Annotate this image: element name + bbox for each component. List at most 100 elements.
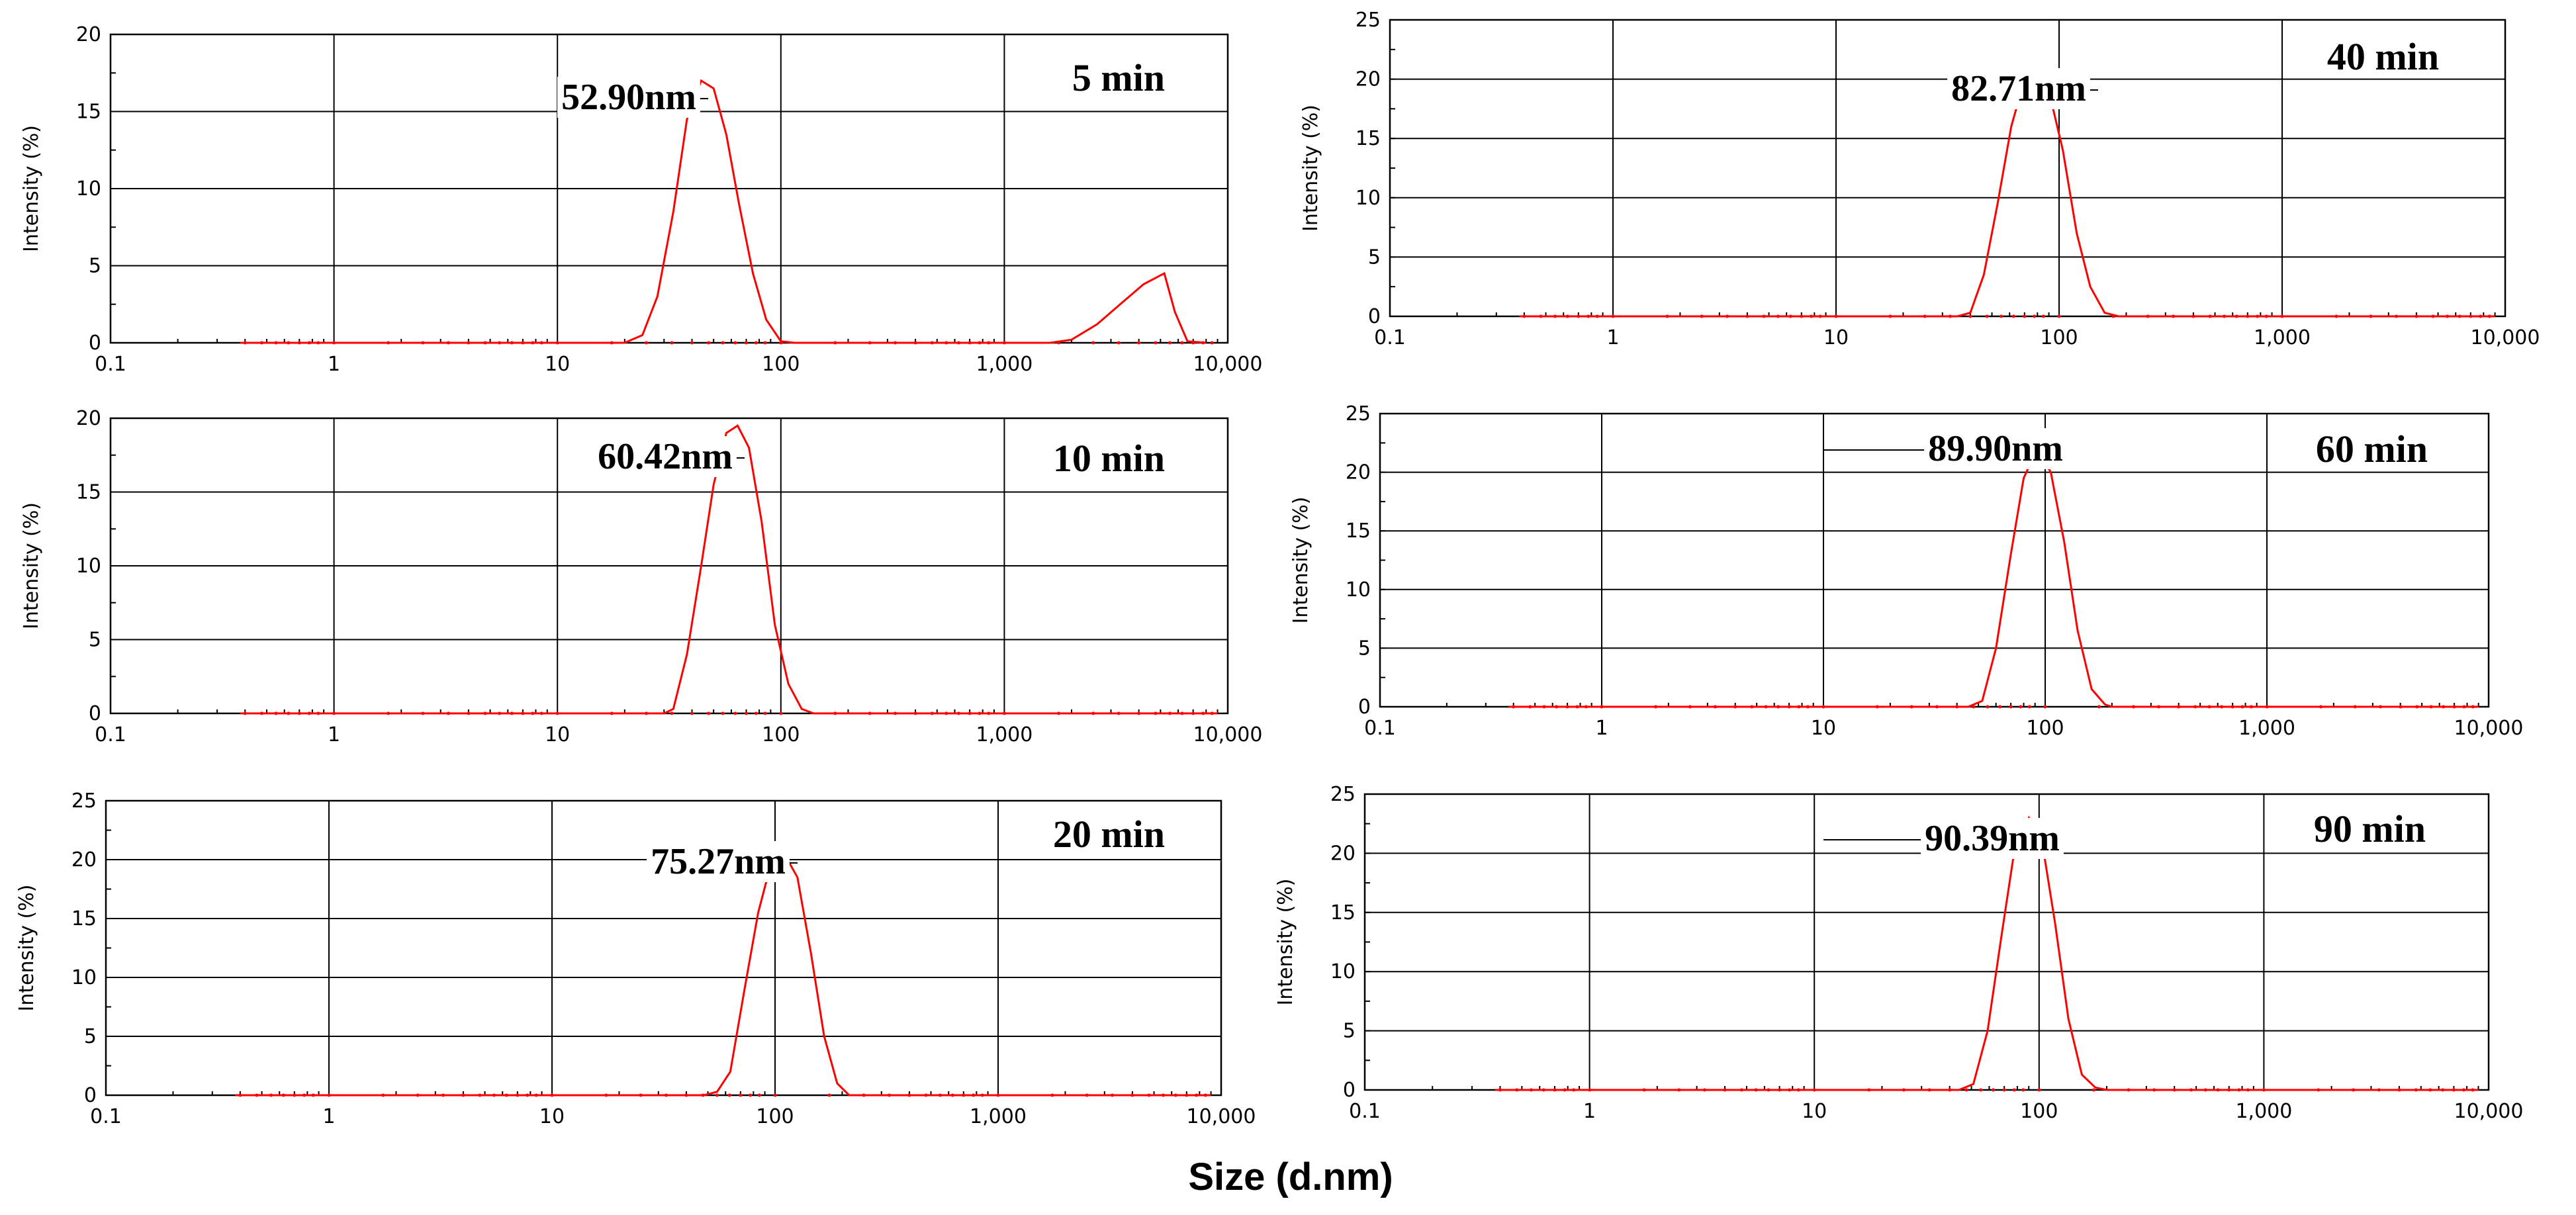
data-point [2446, 314, 2450, 318]
y-axis-label: Intensity (%) [1299, 105, 1322, 232]
data-point [2220, 705, 2224, 709]
data-point [1210, 341, 1214, 345]
data-point [1600, 705, 1604, 709]
data-point [2131, 705, 2135, 709]
data-point [1154, 711, 1158, 715]
data-point [1091, 341, 1095, 345]
data-point [1787, 705, 1791, 709]
data-point [2234, 314, 2238, 318]
data-point [483, 341, 487, 345]
panel-20min: 0.1 1 10 100 1,000 10,000 0 5 10 15 20 25 Intensity … [15, 789, 1256, 1128]
time-label: 60 min [2316, 428, 2428, 471]
data-point [2317, 1088, 2321, 1092]
data-point [1788, 314, 1792, 318]
y-tick-label: 0 [84, 1084, 97, 1107]
data-point [1750, 705, 1754, 709]
data-point [2189, 1088, 2193, 1092]
data-point [944, 341, 948, 345]
x-tick-label: 1,000 [970, 1105, 1027, 1128]
x-tick-label: 10,000 [1193, 353, 1263, 376]
x-tick-label: 1,000 [2254, 326, 2311, 349]
data-point [715, 1093, 719, 1097]
data-point [446, 711, 450, 715]
data-point [1168, 341, 1172, 345]
label-background [1066, 56, 1170, 99]
data-point [972, 1093, 976, 1097]
data-point [639, 1093, 643, 1097]
data-point [1191, 711, 1195, 715]
y-tick-label: 15 [76, 481, 101, 504]
data-point [721, 341, 725, 345]
data-point [1111, 1093, 1115, 1097]
data-point [2177, 705, 2181, 709]
data-point [2172, 1088, 2176, 1092]
data-point [1800, 314, 1804, 318]
label-background [1924, 428, 2067, 469]
intensity-curve [240, 424, 1218, 715]
data-point [2191, 314, 2195, 318]
data-point [1821, 705, 1825, 709]
label-background [1047, 437, 1170, 480]
x-tick-label: 10 [1823, 326, 1849, 349]
data-point [1723, 1088, 1727, 1092]
data-point [259, 711, 263, 715]
data-point [243, 341, 247, 345]
data-point [2458, 314, 2461, 318]
data-point [1130, 1093, 1134, 1097]
y-tick-label: 20 [71, 848, 97, 872]
data-point [461, 1093, 465, 1097]
data-point [1733, 705, 1737, 709]
data-point [1968, 314, 1972, 318]
data-point [1572, 1088, 1576, 1092]
data-point [2397, 1088, 2401, 1092]
x-tick-label: 10,000 [2471, 326, 2540, 349]
data-point [690, 711, 694, 715]
panel-10min: 0.1 1 10 100 1,000 10,000 0 5 10 15 20 Intensity (%… [20, 407, 1262, 746]
y-tick-label: 25 [1356, 9, 1381, 32]
x-tick-label: 0.1 [90, 1105, 122, 1128]
data-point [2264, 314, 2268, 318]
x-tick-label: 10 [545, 353, 570, 376]
data-point [1778, 1088, 1782, 1092]
data-point [868, 711, 872, 715]
y-tick-label: 15 [71, 907, 97, 930]
intensity-curve [1508, 446, 2479, 708]
data-point [1986, 705, 1990, 709]
y-tick-label: 20 [1330, 842, 1356, 865]
data-point [1762, 314, 1766, 318]
data-point [421, 711, 425, 715]
data-point [539, 341, 543, 345]
x-axis-title: Size (d.nm) [1188, 1155, 1393, 1198]
intensity-curve [240, 79, 1207, 344]
x-tick-label: 1 [1606, 326, 1619, 349]
x-tick-label: 0.1 [1364, 717, 1396, 740]
data-point [332, 711, 336, 715]
data-point [302, 1093, 306, 1097]
data-point [2369, 314, 2373, 318]
data-point [733, 341, 737, 345]
data-point [987, 341, 991, 345]
data-point [2415, 705, 2419, 709]
x-tick-label: 10,000 [1187, 1105, 1256, 1128]
panel-5min: 0.1 1 10 100 1,000 10,000 0 5 10 15 20 Intensity (%… [20, 23, 1262, 376]
data-point [1539, 314, 1543, 318]
data-point [1677, 1088, 1681, 1092]
data-point [1797, 705, 1801, 709]
data-point [2479, 314, 2483, 318]
data-point [1162, 1093, 1166, 1097]
x-tick-label: 1,000 [976, 723, 1033, 746]
data-point [1553, 1088, 1557, 1092]
time-label: 20 min [1053, 813, 1165, 856]
time-label: 40 min [2327, 35, 2439, 78]
data-point [446, 341, 450, 345]
data-point [510, 341, 514, 345]
data-point [478, 1093, 482, 1097]
data-point [1512, 705, 1516, 709]
data-point [763, 711, 767, 715]
data-point [516, 1093, 520, 1097]
label-background [647, 841, 790, 882]
data-point [1050, 1093, 1054, 1097]
data-point [610, 341, 614, 345]
data-point [274, 711, 278, 715]
data-point [950, 1093, 954, 1097]
